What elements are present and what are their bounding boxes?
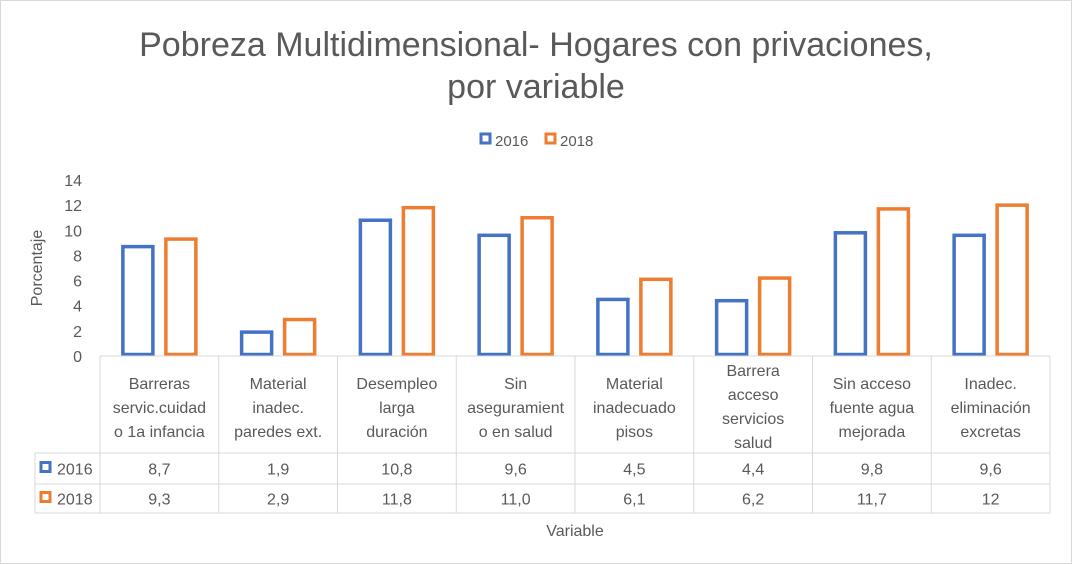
category-label: Material: [250, 376, 307, 393]
y-tick-label: 8: [73, 248, 82, 265]
category-label: Desempleo: [356, 376, 437, 393]
category-label: servicios: [722, 411, 784, 428]
bar-2018-7: [995, 203, 1029, 357]
category-label: salud: [734, 435, 772, 452]
bar-2018-5: [757, 276, 792, 357]
category-label: aseguramient: [467, 400, 565, 417]
data-label-2016: 1,9: [267, 462, 289, 479]
data-label-2018: 6,2: [742, 492, 764, 509]
category-label: eliminación: [951, 400, 1031, 417]
y-tick-label: 2: [73, 324, 82, 341]
legend-swatch-2016: [479, 132, 492, 145]
bar-2016-0: [121, 244, 155, 357]
y-tick-label: 4: [73, 299, 82, 316]
bar-2016-3: [477, 233, 511, 357]
category-label: mejorada: [839, 424, 906, 441]
category-label: excretas: [960, 424, 1020, 441]
category-label: duración: [366, 424, 427, 441]
bar-2016-7: [952, 233, 986, 357]
data-label-2016: 9,6: [980, 462, 1002, 479]
y-tick-label: 0: [73, 349, 82, 366]
table-series-label: 2018: [57, 492, 93, 509]
bar-2016-2: [358, 218, 393, 357]
x-axis-title: Variable: [546, 523, 604, 540]
legend-swatch-2018: [544, 132, 557, 145]
table-legend-key-2018: [39, 491, 52, 503]
chart-title: por variable: [447, 68, 625, 106]
legend-label-2018: 2018: [560, 133, 593, 150]
bar-2016-6: [833, 231, 868, 357]
y-tick-label: 10: [64, 223, 82, 240]
category-label: larga: [379, 400, 415, 417]
category-label: Barreras: [129, 376, 190, 393]
category-label: Inadec.: [964, 376, 1016, 393]
category-label: paredes ext.: [234, 424, 322, 441]
category-label: Sin: [504, 376, 527, 393]
y-axis-title: Porcentaje: [29, 230, 46, 307]
data-label-2018: 12: [982, 492, 1000, 509]
category-label: Material: [606, 376, 663, 393]
legend-label-2016: 2016: [495, 133, 528, 150]
category-label: fuente agua: [830, 400, 915, 417]
category-label: servic.cuidad: [113, 400, 206, 417]
data-label-2016: 9,6: [505, 462, 527, 479]
bar-2016-1: [239, 330, 274, 357]
category-label: o 1a infancia: [114, 424, 205, 441]
data-label-2018: 2,9: [267, 492, 289, 509]
bar-2018-0: [164, 237, 198, 357]
category-label: inadecuado: [593, 400, 676, 417]
y-tick-label: 14: [64, 173, 82, 190]
table-legend-key-2016: [39, 461, 52, 473]
chart-title: Pobreza Multidimensional- Hogares con pr…: [139, 26, 933, 64]
category-label: pisos: [616, 424, 653, 441]
category-label: o en salud: [479, 424, 553, 441]
category-label: Barrera: [726, 363, 779, 380]
bar-2016-5: [714, 298, 749, 357]
category-label: inadec.: [252, 400, 304, 417]
data-label-2016: 10,8: [381, 462, 412, 479]
bar-2018-6: [876, 207, 911, 357]
category-label: acceso: [728, 387, 779, 404]
data-label-2018: 6,1: [623, 492, 645, 509]
bar-2018-2: [401, 205, 436, 357]
table-series-label: 2016: [57, 462, 93, 479]
bar-2016-4: [596, 297, 630, 357]
data-label-2018: 11,7: [857, 492, 887, 509]
data-label-2016: 8,7: [148, 462, 170, 479]
data-label-2016: 4,5: [623, 462, 645, 479]
bar-2018-1: [282, 317, 317, 357]
data-label-2018: 11,8: [382, 492, 412, 509]
y-tick-label: 12: [64, 198, 82, 215]
data-label-2016: 9,8: [861, 462, 883, 479]
data-label-2016: 4,4: [742, 462, 764, 479]
bar-2018-3: [520, 215, 554, 357]
y-tick-label: 6: [73, 274, 82, 291]
data-label-2018: 9,3: [148, 492, 170, 509]
data-label-2018: 11,0: [501, 492, 531, 509]
category-label: Sin acceso: [833, 376, 911, 393]
bar-2018-4: [639, 277, 673, 357]
